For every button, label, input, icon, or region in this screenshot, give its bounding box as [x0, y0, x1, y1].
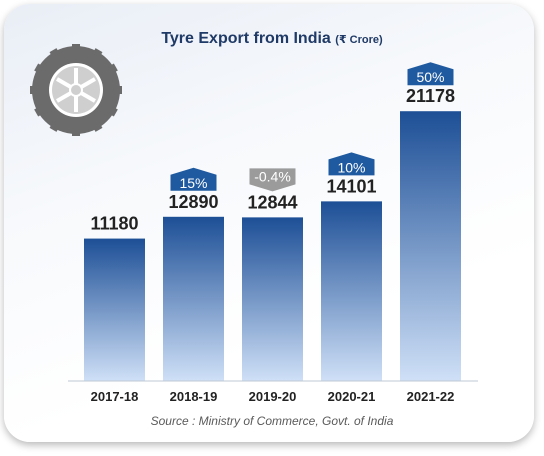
x-tick-label: 2020-21 — [328, 389, 376, 404]
x-tick-label: 2017-18 — [91, 389, 139, 404]
bar — [321, 201, 382, 381]
bar — [84, 238, 145, 381]
x-tick-label: 2021-22 — [407, 389, 455, 404]
growth-badge — [170, 167, 217, 191]
bar — [163, 216, 224, 381]
growth-badge — [328, 152, 375, 176]
value-label: 14101 — [326, 176, 376, 196]
source-note: Source : Ministry of Commerce, Govt. of … — [150, 414, 394, 428]
growth-label: 50% — [416, 69, 444, 85]
value-label: 11180 — [90, 214, 138, 234]
value-label: 12844 — [247, 192, 297, 212]
growth-label: 15% — [179, 175, 207, 191]
x-tick-label: 2018-19 — [170, 389, 218, 404]
value-label: 12890 — [168, 192, 218, 212]
growth-label: 10% — [337, 159, 365, 175]
bar — [242, 217, 303, 381]
growth-badge — [407, 62, 454, 86]
growth-label: -0.4% — [254, 168, 291, 184]
tyre-icon — [30, 44, 122, 136]
chart-unit: (₹ Crore) — [335, 34, 383, 46]
chart-title: Tyre Export from India (₹ Crore) — [161, 30, 383, 47]
value-label: 21178 — [406, 86, 455, 106]
growth-badge — [249, 168, 296, 192]
x-tick-label: 2019-20 — [249, 389, 297, 404]
bar — [400, 111, 461, 381]
